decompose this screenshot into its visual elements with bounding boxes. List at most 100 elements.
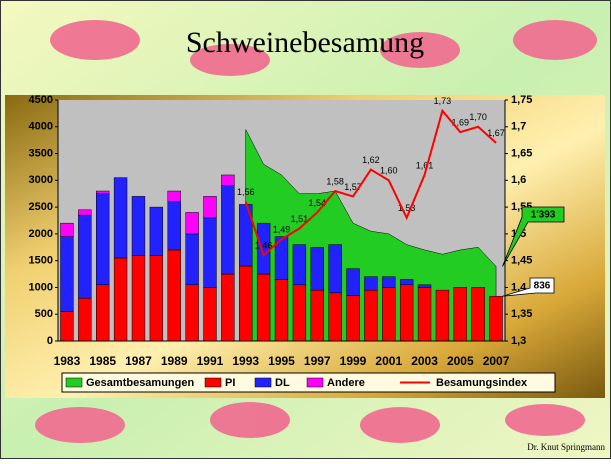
bar [78,298,91,341]
data-label: 1,70 [469,112,487,122]
bar [221,175,234,186]
bar [472,287,485,341]
legend-label: Andere [327,377,365,389]
y-tick-label: 4000 [29,121,53,133]
data-label: 1,58 [326,176,344,186]
bar [311,247,324,290]
bar [78,210,91,215]
bar [418,285,431,288]
x-tick-label: 1987 [125,354,152,368]
bar [61,237,74,312]
y-tick-label: 3000 [29,174,53,186]
y-tick-label: 0 [47,335,53,347]
bar [364,277,377,290]
bar [257,274,270,341]
legend-label: DL [275,377,290,389]
bar [204,218,217,288]
x-tick-label: 1989 [161,354,188,368]
x-tick-label: 1991 [197,354,224,368]
data-label: 1,60 [380,166,398,176]
legend-label: PI [225,377,235,389]
y2-tick-label: 1,3 [511,335,526,347]
bar [186,212,199,233]
bar [221,186,234,274]
bar [168,191,181,202]
bar [382,287,395,341]
bar [293,285,306,341]
bar [114,178,127,258]
bar [311,290,324,341]
bar [329,293,342,341]
x-tick-label: 1983 [54,354,81,368]
y2-tick-label: 1,35 [511,308,532,320]
y-tick-label: 500 [35,308,53,320]
data-label: 1,62 [362,155,380,165]
legend-label: Gesamtbesamungen [86,377,194,389]
data-label: 1,56 [237,187,255,197]
data-label: 1,73 [434,96,452,106]
data-label: 1,61 [416,160,434,170]
bar [490,296,503,341]
slide: Schweinebesamung Dr. Knut Springmann 0 50… [0,0,611,459]
bar [454,287,467,341]
bar [186,234,199,285]
bar [293,245,306,285]
bar [96,194,109,285]
y-tick-label: 2000 [29,228,53,240]
x-tick-label: 1995 [268,354,295,368]
x-tick-label: 1999 [340,354,367,368]
x-tick-label: 2007 [483,354,510,368]
bar [168,250,181,341]
x-tick-label: 1993 [232,354,259,368]
x-tick-label: 2005 [447,354,474,368]
legend-label: Besamungsindex [436,377,528,389]
bar [150,255,163,341]
bar [132,255,145,341]
data-label: 1'393 [531,210,556,221]
bar [96,191,109,194]
bar [96,285,109,341]
bar [221,274,234,341]
y2-tick-label: 1,65 [511,147,532,159]
bar [329,245,342,293]
x-tick-label: 1997 [304,354,331,368]
x-tick-label: 2003 [411,354,438,368]
bar [186,285,199,341]
bar [347,269,360,296]
bar [364,290,377,341]
bar [239,266,252,341]
bar [168,202,181,250]
bar [132,196,145,255]
bar [347,295,360,341]
bar [382,277,395,288]
bar [400,279,413,284]
bar [400,285,413,341]
y-tick-label: 2500 [29,201,53,213]
y2-tick-label: 1,75 [511,94,532,106]
y-tick-label: 3500 [29,147,53,159]
legend-swatch [307,378,323,387]
bar [275,279,288,341]
bar [204,287,217,341]
bar [78,215,91,298]
bar [61,312,74,341]
bar [150,207,163,255]
footer: Dr. Knut Springmann [527,442,605,452]
bar [204,196,217,217]
legend-swatch [205,378,221,387]
chart-title: Schweinebesamung [186,26,424,59]
y-tick-label: 1000 [29,281,53,293]
x-tick-label: 2001 [375,354,402,368]
y2-tick-label: 1,7 [511,121,526,133]
data-label: 836 [534,281,551,292]
bar [436,290,449,341]
x-tick-label: 1985 [89,354,116,368]
legend-swatch [66,378,82,387]
legend-swatch [255,378,271,387]
y2-tick-label: 1,6 [511,174,526,186]
bar [418,287,431,341]
y-tick-label: 1500 [29,255,53,267]
bar [61,223,74,236]
bar [114,258,127,341]
y2-tick-label: 1,45 [511,255,532,267]
